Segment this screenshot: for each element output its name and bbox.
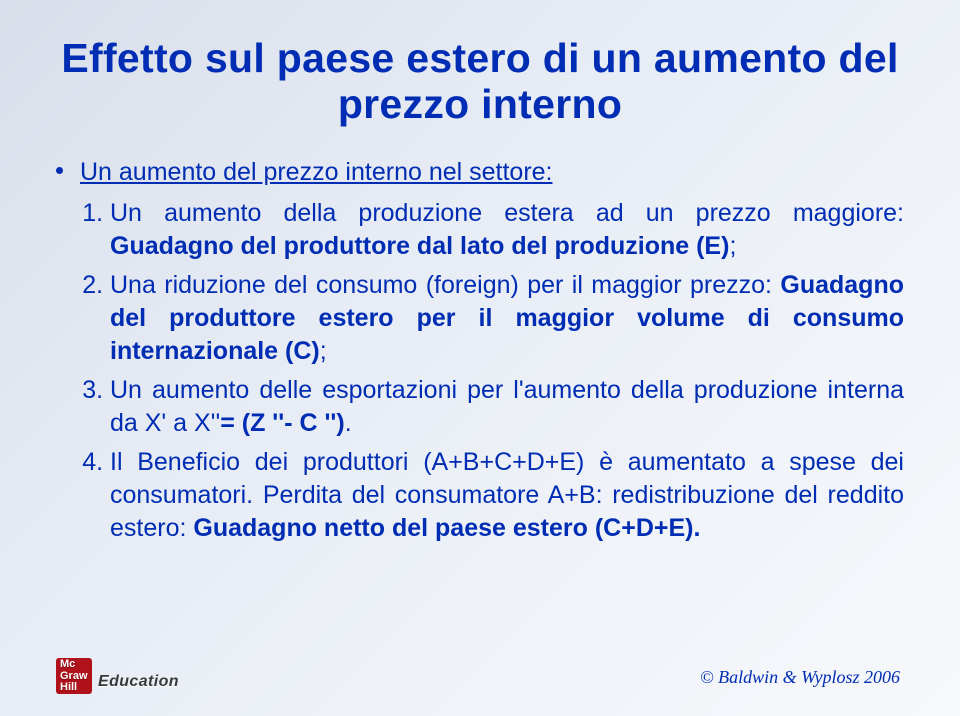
subhead: Un aumento del prezzo interno nel settor… [80, 156, 904, 189]
list-item: Una riduzione del consumo (foreign) per … [110, 269, 904, 368]
list-item-tail: ; [729, 232, 736, 260]
list-item-bold: = (Z ''- C '') [220, 409, 344, 437]
list-item: Un aumento della produzione estera ad un… [110, 197, 904, 263]
logo-mark-line: Hill [60, 682, 77, 694]
list-item-lead: Un aumento della produzione estera ad un… [110, 199, 904, 227]
logo-wordmark: Education [98, 673, 179, 694]
list-item-tail: . [345, 409, 352, 437]
list-item-lead: Una riduzione del consumo (foreign) per … [110, 271, 780, 299]
list-item-bold: Guadagno netto del paese estero (C+D+E). [193, 514, 700, 542]
list-item-tail: ; [320, 337, 327, 365]
numbered-list: Un aumento della produzione estera ad un… [80, 197, 904, 545]
logo-mark-icon: Mc Graw Hill [56, 658, 92, 694]
logo-mark-line: Mc [60, 659, 75, 671]
list-item: Il Beneficio dei produttori (A+B+C+D+E) … [110, 446, 904, 545]
slide-container: Effetto sul paese estero di un aumento d… [0, 0, 960, 716]
list-item: Un aumento delle esportazioni per l'aume… [110, 374, 904, 440]
publisher-logo: Mc Graw Hill Education [56, 658, 179, 694]
list-item-bold: Guadagno del produttore dal lato del pro… [110, 232, 729, 260]
footer: Mc Graw Hill Education © Baldwin & Wyplo… [0, 646, 960, 694]
bullet-icon [56, 167, 63, 174]
copyright: © Baldwin & Wyplosz 2006 [700, 667, 900, 688]
slide-title: Effetto sul paese estero di un aumento d… [56, 36, 904, 128]
slide-body: Un aumento del prezzo interno nel settor… [56, 156, 904, 545]
